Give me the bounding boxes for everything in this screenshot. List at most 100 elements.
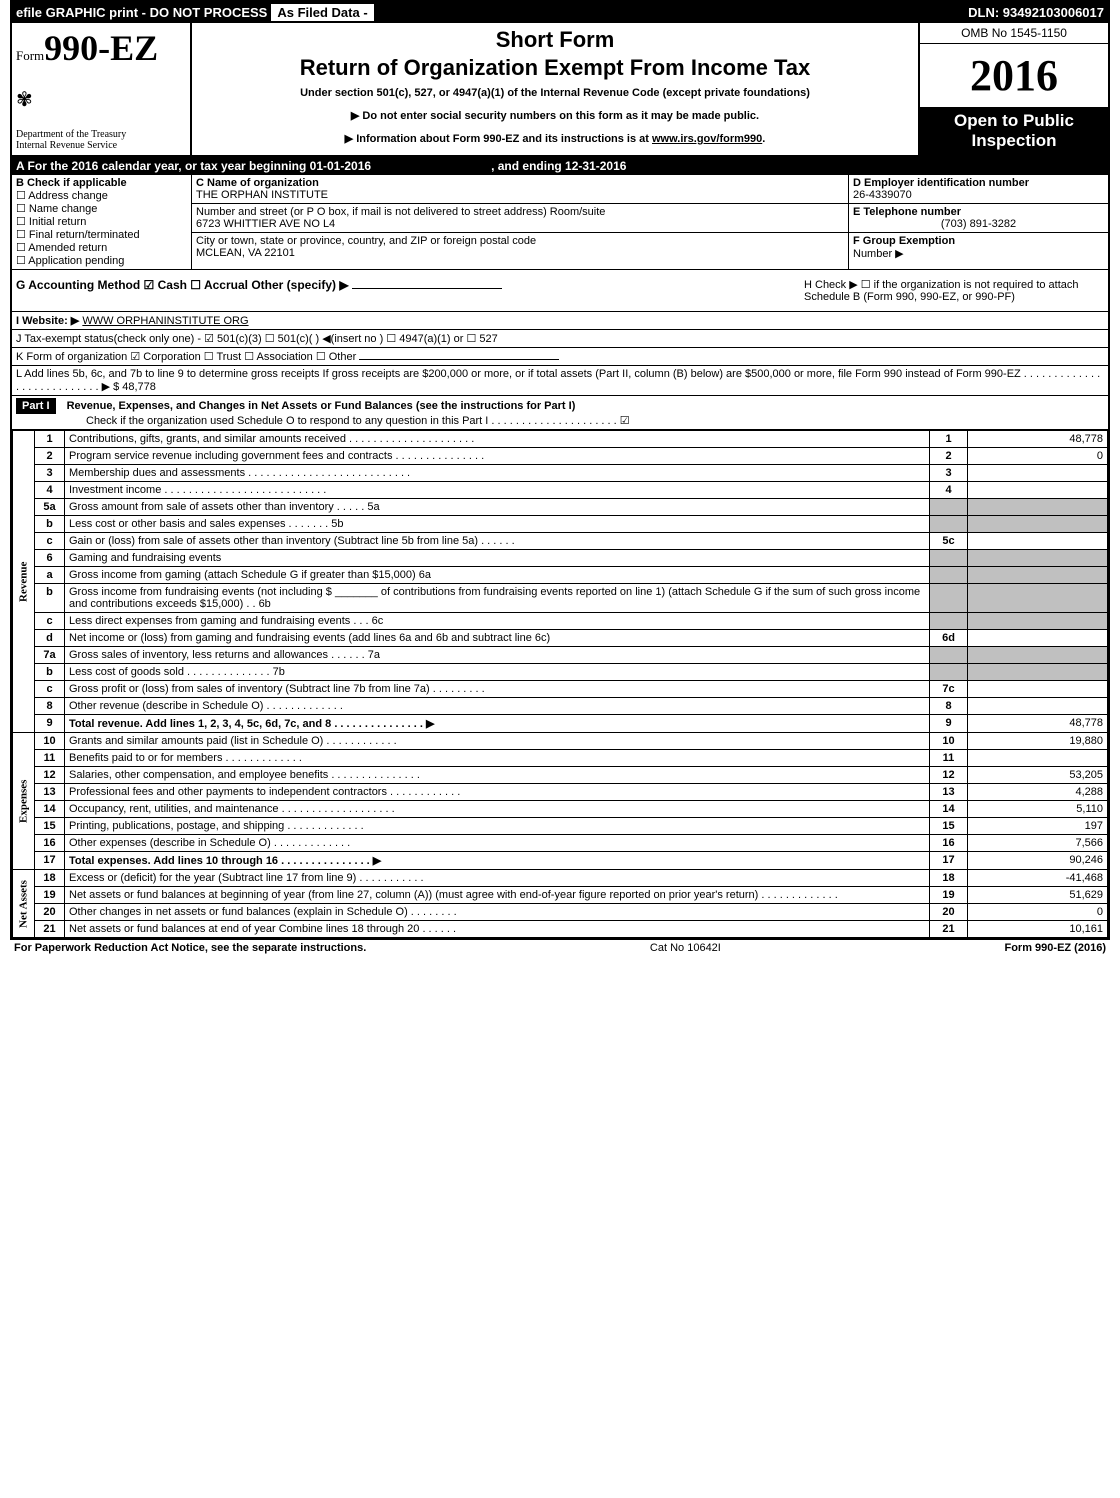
section-gh: G Accounting Method ☑ Cash ☐ Accrual Oth… [12,270,1108,312]
e-label: E Telephone number [853,206,1104,218]
part1-header: Part I Revenue, Expenses, and Changes in… [12,396,1108,430]
d-label: D Employer identification number [853,177,1104,189]
section-l: L Add lines 5b, 6c, and 7b to line 9 to … [12,366,1108,396]
r1-desc: Contributions, gifts, grants, and simila… [65,431,930,448]
open-inspection: Open to Public Inspection [920,107,1108,155]
row-1: Revenue 1 Contributions, gifts, grants, … [13,431,1108,448]
row-6: 6Gaming and fundraising events [13,550,1108,567]
e-block: E Telephone number (703) 891-3282 [849,204,1108,233]
f-block: F Group Exemption Number ▶ [849,233,1108,262]
bullet1: ▶ Do not enter social security numbers o… [200,109,910,122]
part1-label: Part I [16,398,56,414]
g-accounting: G Accounting Method ☑ Cash ☐ Accrual Oth… [16,278,804,303]
dept-irs: Internal Revenue Service [16,140,186,151]
row-15: 15Printing, publications, postage, and s… [13,818,1108,835]
row-5b: bLess cost or other basis and sales expe… [13,516,1108,533]
topbar: efile GRAPHIC print - DO NOT PROCESS As … [12,2,1108,23]
d-block: D Employer identification number 26-4339… [849,175,1108,204]
row-8: 8Other revenue (describe in Schedule O) … [13,698,1108,715]
c-city-label: City or town, state or province, country… [196,235,844,247]
form-container: efile GRAPHIC print - DO NOT PROCESS As … [10,0,1110,940]
cb-name[interactable]: ☐ Name change [16,202,187,215]
row-18: Net Assets 18Excess or (deficit) for the… [13,870,1108,887]
header: Form990-EZ ✾ Department of the Treasury … [12,23,1108,157]
i-website[interactable]: WWW ORPHANINSTITUTE ORG [82,315,248,327]
row-19: 19Net assets or fund balances at beginni… [13,887,1108,904]
c-label: C Name of organization [196,177,844,189]
row-2: 2Program service revenue including gover… [13,448,1108,465]
section-a-start: A For the 2016 calendar year, or tax yea… [16,159,371,173]
footer-right: Form 990-EZ (2016) [1004,942,1106,954]
header-left: Form990-EZ ✾ Department of the Treasury … [12,23,192,155]
row-12: 12Salaries, other compensation, and empl… [13,767,1108,784]
e-val: (703) 891-3282 [853,218,1104,230]
inspect-line2: Inspection [924,131,1104,151]
b-right-info: D Employer identification number 26-4339… [848,175,1108,269]
bird-icon: ✾ [16,87,186,112]
dept-block: Department of the Treasury Internal Reve… [16,129,186,151]
header-mid: Short Form Return of Organization Exempt… [192,23,918,155]
d-val: 26-4339070 [853,189,1104,201]
b-checkboxes: B Check if applicable ☐ Address change ☐… [12,175,192,269]
b-org-info: C Name of organization THE ORPHAN INSTIT… [192,175,848,269]
form-number: Form990-EZ [16,27,186,69]
f-label2: Number ▶ [853,248,904,260]
row-4: 4Investment income . . . . . . . . . . .… [13,482,1108,499]
cb-amended[interactable]: ☐ Amended return [16,241,187,254]
row-13: 13Professional fees and other payments t… [13,784,1108,801]
c-name-block: C Name of organization THE ORPHAN INSTIT… [192,175,848,204]
cb-initial[interactable]: ☐ Initial return [16,215,187,228]
row-6a: aGross income from gaming (attach Schedu… [13,567,1108,584]
i-label: I Website: ▶ [16,315,79,327]
sidebar-netassets: Net Assets [13,870,35,938]
form-title: Return of Organization Exempt From Incom… [200,55,910,81]
g-text: G Accounting Method ☑ Cash ☐ Accrual Oth… [16,278,349,292]
row-7b: bLess cost of goods sold . . . . . . . .… [13,664,1108,681]
asfiled-box: As Filed Data - [271,4,373,21]
section-i: I Website: ▶ WWW ORPHANINSTITUTE ORG [12,312,1108,330]
efile-label: efile GRAPHIC print - DO NOT PROCESS [16,5,267,20]
row-9: 9Total revenue. Add lines 1, 2, 3, 4, 5c… [13,715,1108,733]
footer-mid: Cat No 10642I [650,942,721,954]
part1-title: Revenue, Expenses, and Changes in Net As… [67,400,576,412]
footer-left: For Paperwork Reduction Act Notice, see … [14,942,366,954]
cb-pending[interactable]: ☐ Application pending [16,254,187,267]
b-title: B Check if applicable [16,177,187,189]
form-num-big: 990-EZ [44,28,158,68]
row-7c: cGross profit or (loss) from sales of in… [13,681,1108,698]
section-j: J Tax-exempt status(check only one) - ☑ … [12,330,1108,348]
c-city: MCLEAN, VA 22101 [196,247,844,259]
row-17: 17Total expenses. Add lines 10 through 1… [13,852,1108,870]
section-b: B Check if applicable ☐ Address change ☐… [12,175,1108,270]
f-label: F Group Exemption [853,235,955,247]
tax-year: 2016 [920,44,1108,107]
row-6c: cLess direct expenses from gaming and fu… [13,613,1108,630]
dept-treasury: Department of the Treasury [16,129,186,140]
under-section: Under section 501(c), 527, or 4947(a)(1)… [200,87,910,99]
row-5c: cGain or (loss) from sale of assets othe… [13,533,1108,550]
row-3: 3Membership dues and assessments . . . .… [13,465,1108,482]
row-20: 20Other changes in net assets or fund ba… [13,904,1108,921]
k-text: K Form of organization ☑ Corporation ☐ T… [16,351,356,363]
section-k: K Form of organization ☑ Corporation ☐ T… [12,348,1108,366]
c-name: THE ORPHAN INSTITUTE [196,189,844,201]
r1-num: 1 [35,431,65,448]
cb-final[interactable]: ☐ Final return/terminated [16,228,187,241]
h-check: H Check ▶ ☐ if the organization is not r… [804,278,1104,303]
c-city-block: City or town, state or province, country… [192,233,848,261]
section-a: A For the 2016 calendar year, or tax yea… [12,157,1108,175]
c-addr: 6723 WHITTIER AVE NO L4 [196,218,844,230]
part1-table: Revenue 1 Contributions, gifts, grants, … [12,430,1108,938]
form-prefix: Form [16,48,44,63]
short-form: Short Form [200,27,910,53]
row-6b: bGross income from fundraising events (n… [13,584,1108,613]
c-addr-label: Number and street (or P O box, if mail i… [196,206,844,218]
dln-label: DLN: 93492103006017 [968,5,1104,20]
r1-box: 1 [930,431,968,448]
row-21: 21Net assets or fund balances at end of … [13,921,1108,938]
row-11: 11Benefits paid to or for members . . . … [13,750,1108,767]
part1-check: Check if the organization used Schedule … [86,414,1104,427]
cb-address[interactable]: ☐ Address change [16,189,187,202]
bullet2: ▶ Information about Form 990-EZ and its … [200,132,910,145]
row-7a: 7aGross sales of inventory, less returns… [13,647,1108,664]
